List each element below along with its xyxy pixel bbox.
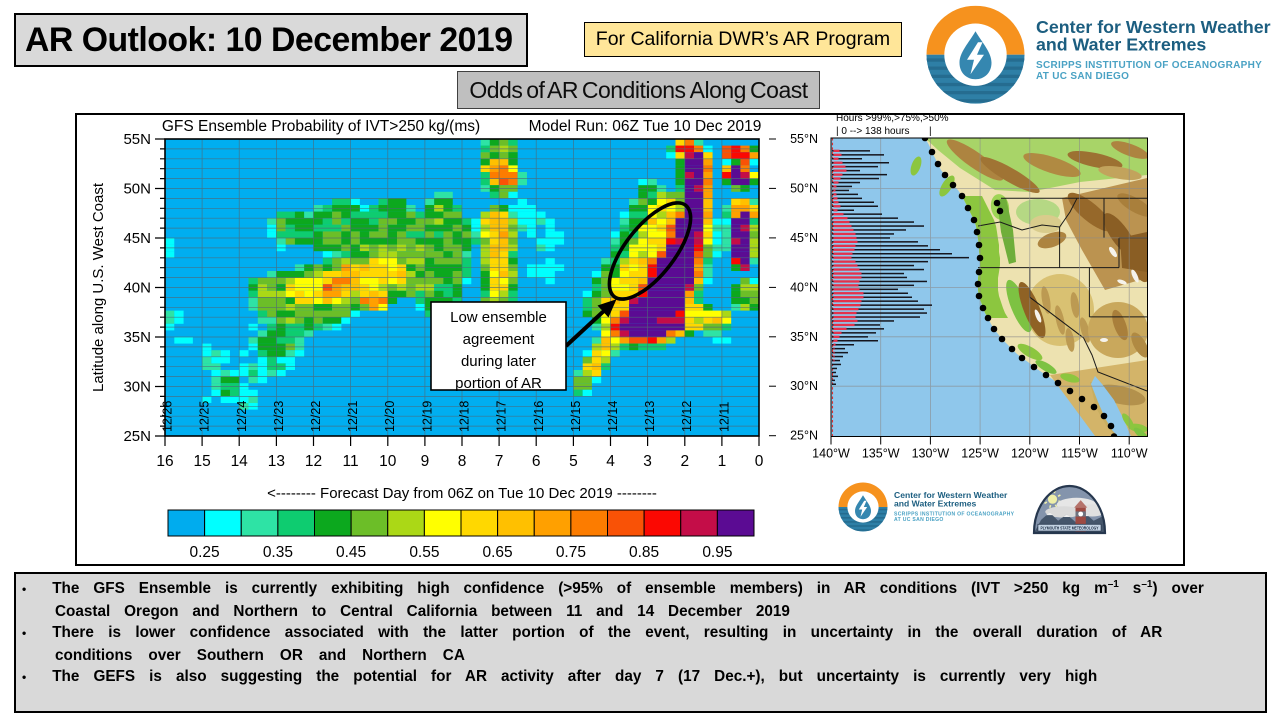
svg-text:3: 3 [643,453,652,470]
svg-text:110°W: 110°W [1111,447,1148,461]
svg-text:50N: 50N [123,181,151,198]
svg-text:120°W: 120°W [1011,447,1049,461]
svg-text:12/26: 12/26 [161,401,175,432]
svg-text:Low ensemble: Low ensemble [450,309,547,326]
svg-text:55N: 55N [123,131,151,148]
svg-text:8: 8 [458,453,467,470]
svg-text:12/11: 12/11 [717,402,731,432]
svg-text:12/19: 12/19 [420,401,434,432]
svg-text:40°N: 40°N [790,280,818,294]
svg-text:13: 13 [268,453,285,470]
svg-text:Hours >99%,>75%,>50%: Hours >99%,>75%,>50% [836,113,949,124]
svg-text:40N: 40N [123,280,151,297]
svg-text:35N: 35N [123,329,151,346]
svg-text:12: 12 [305,453,322,470]
svg-text:12/15: 12/15 [569,401,583,432]
svg-text:0.25: 0.25 [190,544,220,561]
svg-text:portion of AR: portion of AR [455,375,542,392]
svg-text:agreement: agreement [463,331,536,348]
svg-text:0.35: 0.35 [263,544,293,561]
svg-text:9: 9 [421,453,430,470]
svg-text:0.65: 0.65 [483,544,513,561]
svg-text:45°N: 45°N [790,231,818,245]
svg-text:PLYMOUTH STATE METEOROLOGY: PLYMOUTH STATE METEOROLOGY [1041,526,1100,532]
svg-text:30°N: 30°N [790,379,818,393]
svg-text:10: 10 [379,453,397,470]
svg-text:Latitude along U.S. West Coast: Latitude along U.S. West Coast [90,182,107,392]
svg-text:35°N: 35°N [790,330,818,344]
svg-text:0.55: 0.55 [409,544,439,561]
svg-text:during later: during later [461,353,536,370]
svg-text:0: 0 [755,453,764,470]
svg-text:1: 1 [718,453,727,470]
svg-text:12/14: 12/14 [606,401,620,432]
svg-text:125°W: 125°W [961,447,999,461]
svg-text:6: 6 [532,453,541,470]
svg-text:12/18: 12/18 [458,401,472,432]
svg-text:| 0 --> 138 hours: | 0 --> 138 hours [836,126,909,137]
svg-text:12/20: 12/20 [383,401,397,432]
svg-text:12/23: 12/23 [272,401,286,432]
svg-text:0.75: 0.75 [556,544,586,561]
svg-text:0.45: 0.45 [336,544,366,561]
svg-text:12/22: 12/22 [309,401,323,432]
svg-text:Center for Western Weather: Center for Western Weather [1036,17,1271,37]
svg-text:12/12: 12/12 [680,401,694,432]
svg-text:115°W: 115°W [1061,447,1098,461]
svg-text:and Water Extremes: and Water Extremes [894,498,977,508]
svg-text:SCRIPPS INSTITUTION OF OCEANOG: SCRIPPS INSTITUTION OF OCEANOGRAPHY [894,511,1015,517]
svg-text:30N: 30N [123,379,151,396]
svg-text:12/13: 12/13 [643,401,657,432]
svg-text:GFS Ensemble Probability of IV: GFS Ensemble Probability of IVT>250 kg/(… [162,118,480,135]
svg-text:25N: 25N [123,428,151,445]
svg-text:0.95: 0.95 [702,544,732,561]
svg-text:55°N: 55°N [790,132,818,146]
svg-text:135°W: 135°W [862,447,900,461]
svg-text:Center for Western Weather: Center for Western Weather [894,490,1008,500]
svg-text:12/16: 12/16 [532,401,546,432]
svg-text:Model Run: 06Z Tue 10 Dec 2019: Model Run: 06Z Tue 10 Dec 2019 [529,118,762,135]
svg-text:AT UC SAN DIEGO: AT UC SAN DIEGO [894,517,944,523]
svg-text:12/24: 12/24 [235,401,249,432]
svg-text:<-------- Forecast Day from 06: <-------- Forecast Day from 06Z on Tue 1… [267,485,657,502]
svg-text:4: 4 [606,453,615,470]
svg-text:2: 2 [680,453,689,470]
svg-text:130°W: 130°W [912,447,950,461]
svg-text:SCRIPPS INSTITUTION OF OCEANOG: SCRIPPS INSTITUTION OF OCEANOGRAPHY [1036,60,1262,71]
svg-text:15: 15 [193,453,210,470]
svg-text:and Water Extremes: and Water Extremes [1036,34,1206,54]
svg-text:12/21: 12/21 [346,401,360,432]
svg-text:AT UC SAN DIEGO: AT UC SAN DIEGO [1036,71,1129,82]
svg-text:0.85: 0.85 [629,544,659,561]
svg-text:140°W: 140°W [812,447,850,461]
svg-text:11: 11 [343,453,359,470]
svg-text:12/25: 12/25 [198,401,212,432]
svg-text:50°N: 50°N [790,181,818,195]
svg-text:7: 7 [495,453,504,470]
svg-text:12/17: 12/17 [495,401,509,432]
svg-text:16: 16 [156,453,173,470]
svg-text:25°N: 25°N [790,429,818,443]
svg-text:14: 14 [231,453,249,470]
svg-text:|: | [929,126,932,137]
svg-text:5: 5 [569,453,578,470]
svg-text:45N: 45N [123,230,151,247]
